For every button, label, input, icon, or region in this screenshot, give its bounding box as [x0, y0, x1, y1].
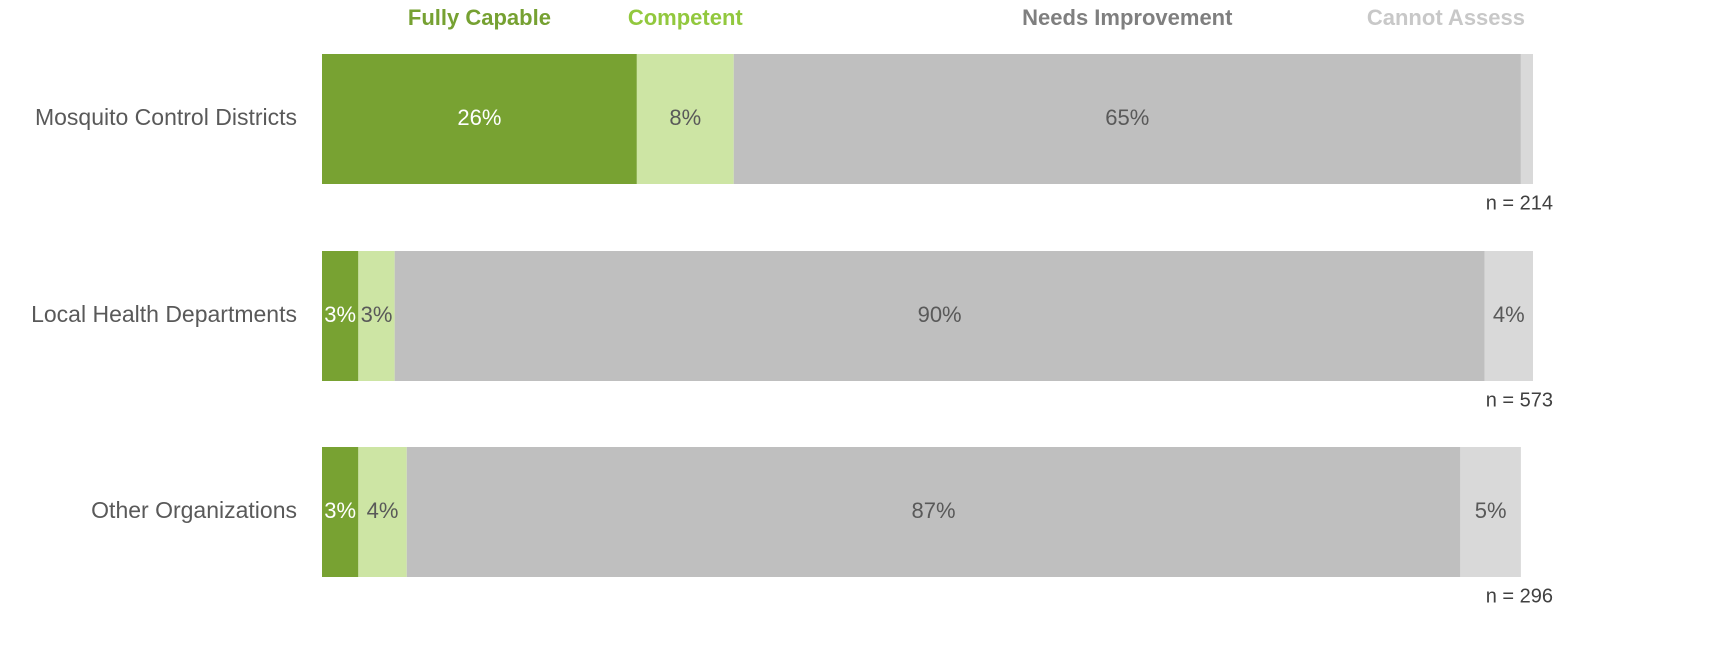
legend-label: Cannot Assess: [1367, 5, 1525, 30]
bar-segment: [322, 251, 359, 381]
n-label: n = 296: [1486, 585, 1553, 607]
legend-label: Needs Improvement: [1022, 5, 1233, 30]
value-label: 90%: [918, 302, 962, 327]
bar-segment: [406, 447, 1461, 577]
bar-segment: [733, 54, 1521, 184]
bar-segment: [322, 54, 637, 184]
value-label: 3%: [324, 498, 356, 523]
value-label: 65%: [1105, 105, 1149, 130]
bar-segment: [322, 447, 359, 577]
category-label: Mosquito Control Districts: [35, 104, 297, 130]
value-label: 26%: [457, 105, 501, 130]
bar-segment: [394, 251, 1485, 381]
bar-segment: [358, 447, 407, 577]
legend-label: Fully Capable: [408, 5, 551, 30]
value-label: 87%: [912, 498, 956, 523]
n-label: n = 573: [1486, 389, 1553, 411]
n-label: n = 214: [1486, 192, 1553, 214]
bar-segment: [1460, 447, 1521, 577]
value-label: 3%: [324, 302, 356, 327]
value-label: 3%: [361, 302, 393, 327]
category-label: Local Health Departments: [31, 301, 297, 327]
bar-segment: [1484, 251, 1533, 381]
legend-label: Competent: [628, 5, 744, 30]
value-label: 4%: [1493, 302, 1525, 327]
bar-segment: [1520, 54, 1533, 184]
bar-segment: [636, 54, 734, 184]
value-label: 5%: [1475, 498, 1507, 523]
value-label: 8%: [669, 105, 701, 130]
category-label: Other Organizations: [91, 497, 297, 523]
bar-segment: [358, 251, 395, 381]
value-label: 4%: [367, 498, 399, 523]
